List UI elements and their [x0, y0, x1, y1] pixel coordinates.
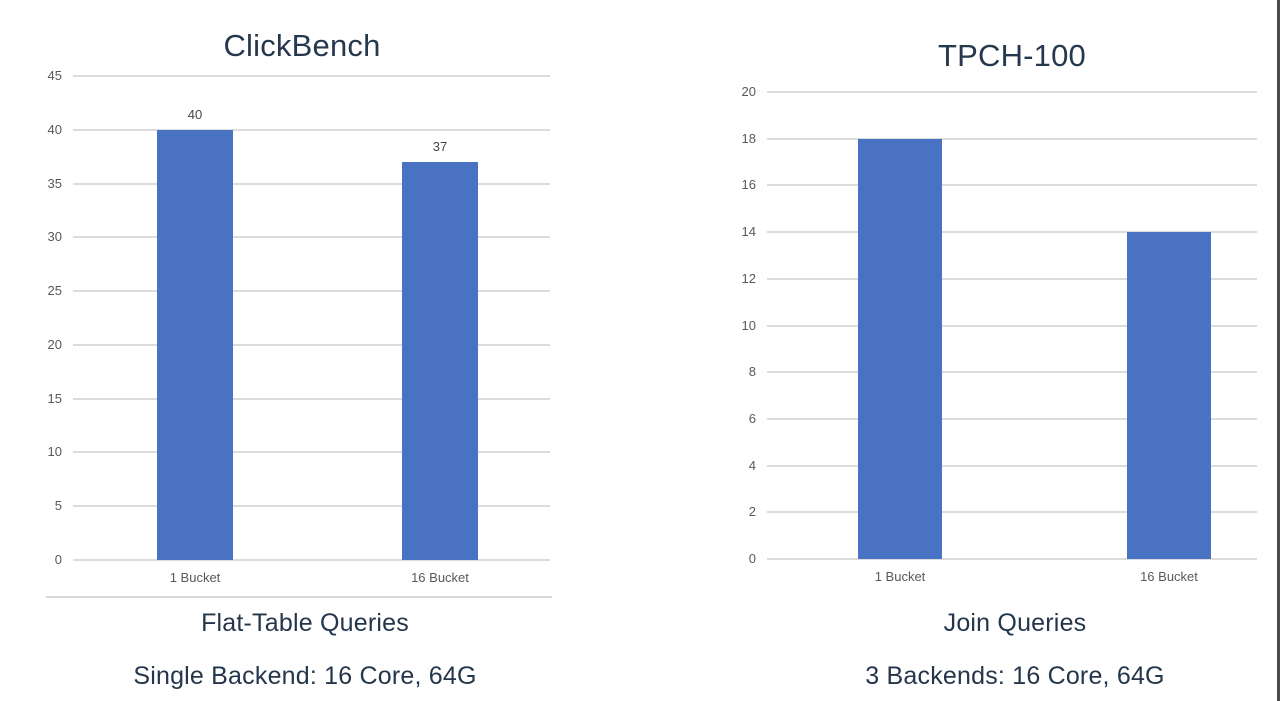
y-axis-tick-label: 8 [748, 364, 756, 379]
gridline [767, 325, 1257, 327]
gridline [767, 138, 1257, 140]
caption-query-type-right: Join Queries [943, 609, 1087, 637]
x-axis-category-label: 16 Bucket [1140, 569, 1198, 584]
bar-16-bucket [402, 162, 478, 560]
bar-1-bucket [157, 130, 233, 560]
bar-16-bucket [1127, 232, 1211, 559]
caption-backend-config-right: 3 Backends: 16 Core, 64G [865, 662, 1165, 690]
chart-plot-clickbench: 45 40 35 30 25 20 15 10 5 0 40 1 Bucket 37 16 Bucket [48, 69, 550, 585]
gridline [73, 398, 550, 400]
caption-query-type-left: Flat-Table Queries [201, 609, 409, 637]
y-axis-tick-label: 40 [47, 122, 62, 137]
y-axis-tick-label: 4 [748, 458, 756, 473]
bar-value-label: 37 [432, 139, 448, 154]
y-axis-tick-label: 18 [741, 131, 756, 146]
y-axis-tick-label: 12 [741, 271, 756, 286]
chart-plot-tpch100: 20 18 16 14 12 10 8 6 4 2 0 1 Bucket 16 Bucket [742, 85, 1257, 584]
y-axis-tick-label: 0 [54, 552, 62, 567]
y-axis-tick-label: 45 [47, 68, 62, 83]
y-axis-tick-label: 5 [54, 498, 62, 513]
gridline [767, 231, 1257, 233]
y-axis-tick-label: 25 [47, 283, 62, 298]
y-axis-tick-label: 20 [47, 337, 62, 352]
gridline [73, 75, 550, 77]
window-right-edge-line [1277, 0, 1280, 701]
caption-backend-config-left: Single Backend: 16 Core, 64G [133, 662, 477, 690]
gridline [767, 418, 1257, 420]
y-axis-tick-label: 16 [741, 177, 756, 192]
y-axis-tick-label: 2 [748, 504, 756, 519]
gridline [767, 465, 1257, 467]
gridline [767, 371, 1257, 373]
y-axis-tick-label: 35 [47, 176, 62, 191]
x-axis-category-label: 16 Bucket [411, 570, 469, 585]
y-axis-tick-label: 6 [748, 411, 756, 426]
chart-title-tpch100: TPCH-100 [937, 38, 1087, 73]
y-axis-tick-label: 0 [748, 551, 756, 566]
gridline [73, 290, 550, 292]
bar-1-bucket [858, 139, 942, 559]
x-axis-category-label: 1 Bucket [874, 569, 926, 584]
chart-bottom-divider [46, 596, 552, 598]
gridline [73, 344, 550, 346]
gridline [73, 129, 550, 131]
x-axis-category-label: 1 Bucket [169, 570, 221, 585]
y-axis-tick-label: 10 [47, 444, 62, 459]
y-axis-tick-label: 14 [741, 224, 756, 239]
gridline [73, 236, 550, 238]
gridline [73, 451, 550, 453]
y-axis-tick-label: 30 [47, 229, 62, 244]
chart-title-clickbench: ClickBench [223, 28, 381, 63]
gridline [767, 91, 1257, 93]
y-axis-tick-label: 10 [741, 318, 756, 333]
gridline [73, 183, 550, 185]
y-axis-tick-label: 15 [47, 391, 62, 406]
gridline [767, 278, 1257, 280]
gridline [73, 559, 550, 561]
gridline [767, 511, 1257, 513]
gridline [767, 558, 1257, 560]
gridline [73, 505, 550, 507]
bar-value-label: 40 [187, 107, 203, 122]
gridline [767, 184, 1257, 186]
y-axis-tick-label: 20 [741, 84, 756, 99]
